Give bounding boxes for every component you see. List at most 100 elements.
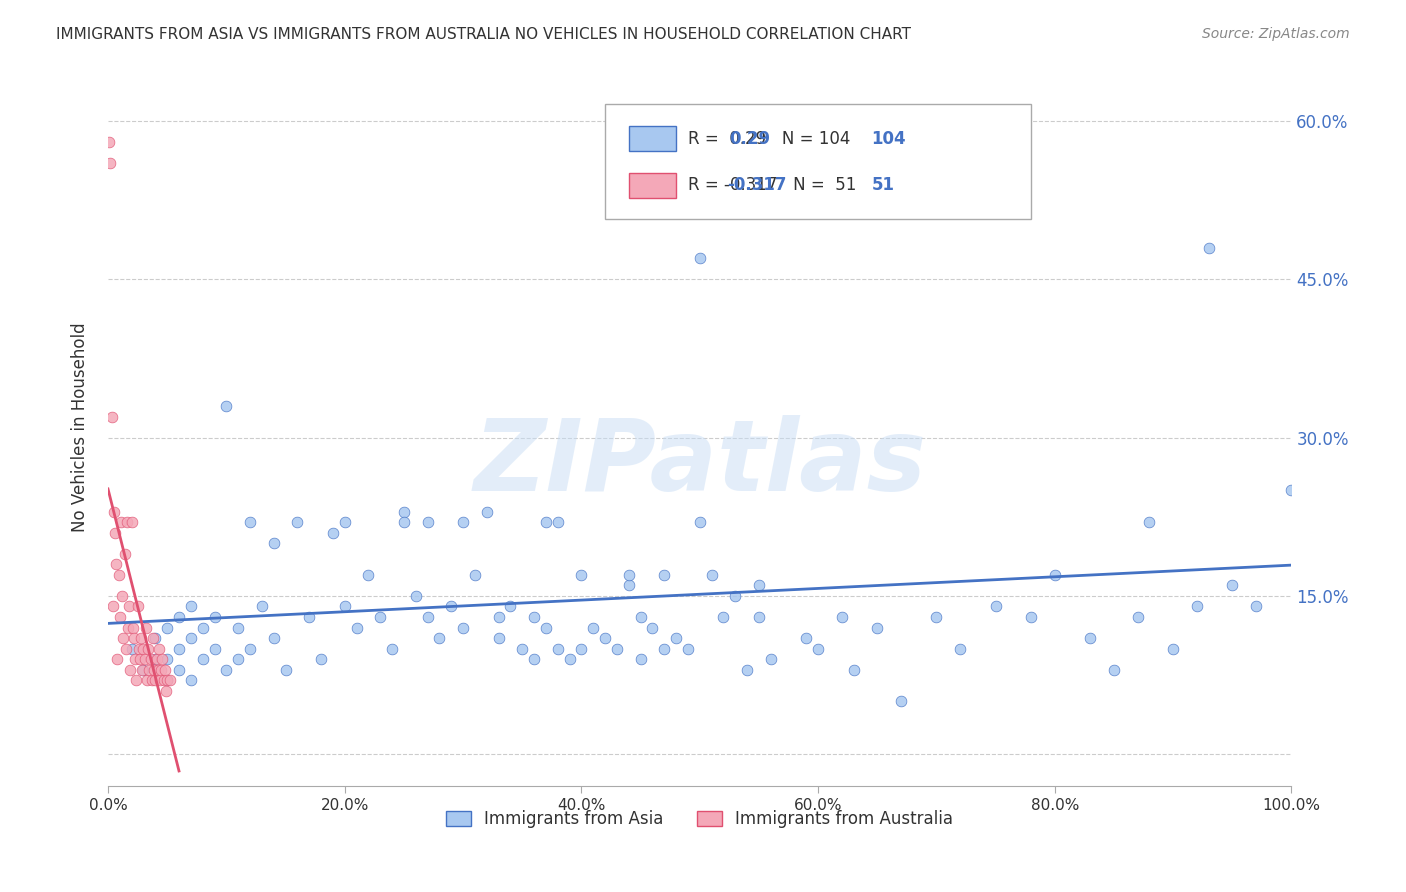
Point: [121, 641, 143, 656]
Point: [156, 673, 179, 688]
Point: [215, 399, 238, 413]
Point: [1078, 631, 1101, 645]
Y-axis label: No Vehicles in Household: No Vehicles in Household: [72, 322, 89, 532]
Point: [122, 631, 145, 645]
Text: 51: 51: [872, 177, 894, 194]
Point: [593, 631, 616, 645]
Point: [1102, 663, 1125, 677]
Point: [117, 621, 139, 635]
Point: [143, 673, 166, 688]
Point: [582, 621, 605, 635]
Point: [357, 567, 380, 582]
Point: [191, 652, 214, 666]
Point: [1161, 641, 1184, 656]
Point: [416, 610, 439, 624]
Point: [617, 578, 640, 592]
Point: [346, 621, 368, 635]
Text: -0.317: -0.317: [727, 177, 786, 194]
Point: [239, 515, 262, 529]
Point: [114, 547, 136, 561]
Point: [1244, 599, 1267, 614]
Point: [105, 558, 128, 572]
Point: [143, 652, 166, 666]
Point: [180, 631, 202, 645]
Point: [120, 663, 142, 677]
Point: [523, 610, 546, 624]
Point: [159, 673, 181, 688]
Point: [129, 631, 152, 645]
Legend: Immigrants from Asia, Immigrants from Australia: Immigrants from Asia, Immigrants from Au…: [439, 804, 960, 835]
Point: [155, 683, 177, 698]
Point: [523, 652, 546, 666]
Point: [108, 610, 131, 624]
Text: 0.29: 0.29: [730, 130, 770, 148]
Point: [274, 663, 297, 677]
Point: [226, 652, 249, 666]
Point: [440, 599, 463, 614]
Point: [180, 599, 202, 614]
Point: [148, 641, 170, 656]
Point: [226, 621, 249, 635]
Bar: [628, 172, 676, 198]
Point: [263, 631, 285, 645]
Point: [676, 641, 699, 656]
Point: [118, 599, 141, 614]
Point: [145, 652, 167, 666]
Point: [150, 663, 173, 677]
Point: [630, 610, 652, 624]
Point: [652, 567, 675, 582]
Point: [807, 641, 830, 656]
Point: [111, 589, 134, 603]
Point: [101, 599, 124, 614]
Point: [129, 652, 152, 666]
Point: [510, 641, 533, 656]
Point: [156, 673, 179, 688]
Point: [641, 621, 664, 635]
Point: [107, 652, 129, 666]
Point: [112, 631, 135, 645]
Point: [1185, 599, 1208, 614]
Point: [138, 663, 160, 677]
Text: Source: ZipAtlas.com: Source: ZipAtlas.com: [1202, 27, 1350, 41]
Point: [405, 589, 427, 603]
Point: [748, 610, 770, 624]
Point: [759, 652, 782, 666]
Point: [124, 652, 146, 666]
Point: [451, 515, 474, 529]
Point: [146, 663, 169, 677]
Point: [569, 567, 592, 582]
Point: [1126, 610, 1149, 624]
Point: [416, 515, 439, 529]
Point: [547, 515, 569, 529]
Point: [204, 641, 226, 656]
Point: [136, 673, 159, 688]
Point: [1198, 241, 1220, 255]
Point: [309, 652, 332, 666]
Point: [156, 621, 179, 635]
Point: [783, 188, 806, 202]
Point: [689, 252, 711, 266]
Bar: [628, 126, 676, 151]
Point: [842, 663, 865, 677]
Point: [1139, 515, 1161, 529]
Point: [204, 610, 226, 624]
Point: [114, 641, 136, 656]
Point: [152, 673, 174, 688]
Point: [149, 673, 172, 688]
Point: [135, 621, 157, 635]
Point: [131, 663, 153, 677]
Point: [925, 610, 948, 624]
Point: [180, 673, 202, 688]
Point: [142, 631, 165, 645]
Point: [136, 641, 159, 656]
Point: [139, 652, 162, 666]
Point: [153, 663, 176, 677]
Point: [617, 567, 640, 582]
Point: [103, 504, 125, 518]
Point: [499, 599, 522, 614]
Point: [569, 641, 592, 656]
Point: [132, 641, 155, 656]
Point: [392, 504, 415, 518]
Point: [630, 652, 652, 666]
Point: [121, 621, 143, 635]
